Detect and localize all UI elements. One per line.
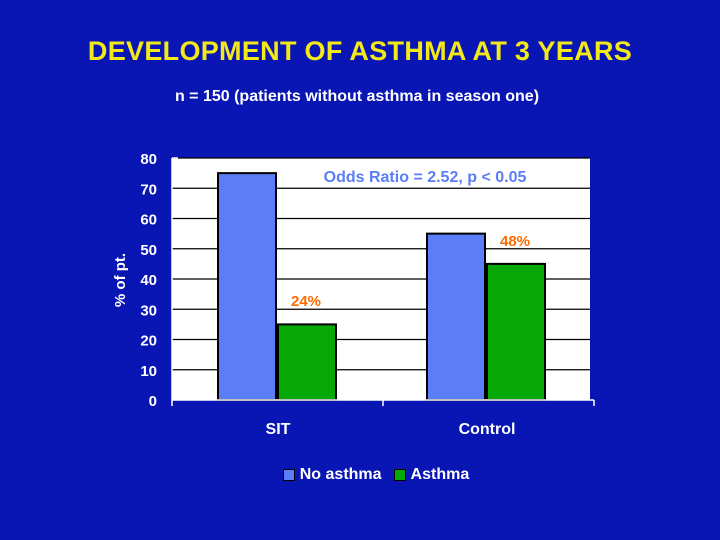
y-tick-label: 50	[140, 242, 157, 259]
y-tick-label: 70	[140, 181, 157, 198]
y-tick-label: 40	[140, 272, 157, 289]
legend-item-no-asthma: No asthma	[282, 466, 382, 484]
legend-label-no-asthma: No asthma	[299, 466, 382, 483]
y-axis-label: % of pt.	[112, 253, 129, 307]
x-tick-label-sit: SIT	[266, 421, 291, 438]
legend-item-asthma: Asthma	[393, 466, 470, 484]
page-subtitle: n = 150 (patients without asthma in seas…	[174, 88, 540, 105]
y-tick-label: 0	[149, 393, 157, 410]
legend: No asthma Asthma	[0, 466, 720, 484]
bar-sit-no-asthma	[217, 172, 277, 401]
bar-control-no-asthma	[426, 232, 486, 401]
y-tick-label: 10	[140, 363, 157, 380]
control-asthma-percent-label: 48%	[500, 233, 530, 250]
sit-asthma-percent-label: 24%	[291, 293, 321, 310]
page-title: DEVELOPMENT OF ASTHMA AT 3 YEARS	[87, 36, 633, 66]
legend-swatch-asthma	[393, 469, 406, 481]
y-tick-label: 20	[140, 333, 157, 350]
legend-label-asthma: Asthma	[410, 466, 470, 483]
bar-sit-asthma	[277, 323, 337, 401]
x-tick-label-control: Control	[459, 421, 516, 438]
odds-ratio-annotation: Odds Ratio = 2.52, p < 0.05	[324, 169, 527, 186]
legend-swatch-no-asthma	[282, 469, 295, 481]
y-tick-label: 80	[140, 151, 157, 168]
bar-control-asthma	[486, 262, 546, 401]
y-tick-label: 30	[140, 302, 157, 319]
y-tick-label: 60	[140, 212, 157, 229]
